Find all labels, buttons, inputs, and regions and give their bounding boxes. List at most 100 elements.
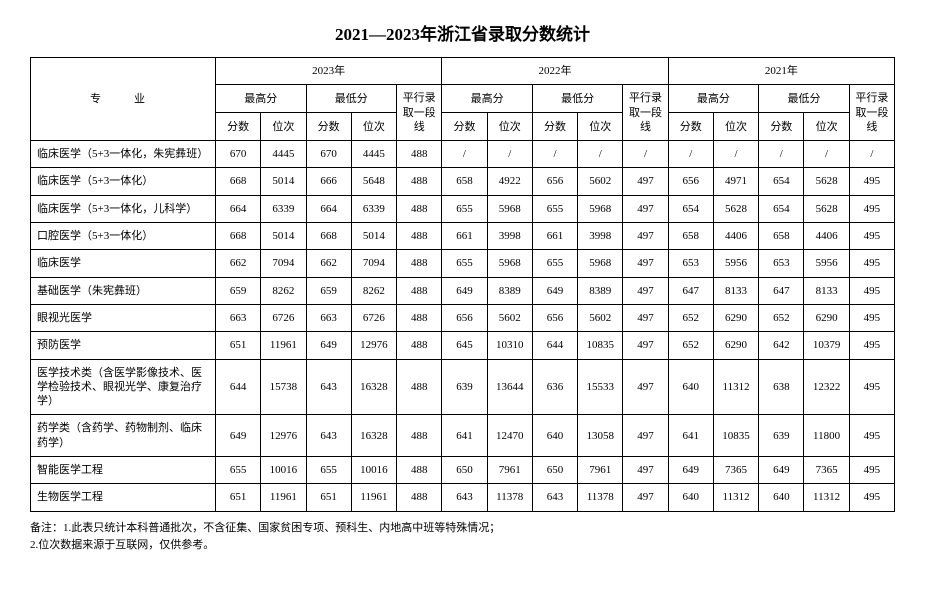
cell-y2023-hs: 651 — [216, 332, 261, 359]
cell-y2023-ls: 663 — [306, 304, 351, 331]
cell-y2023-line: 488 — [397, 168, 442, 195]
cell-y2021-hr: 7365 — [713, 457, 758, 484]
cell-y2023-hr: 11961 — [261, 484, 306, 511]
col-rank: 位次 — [804, 113, 849, 141]
cell-y2021-lr: 12322 — [804, 359, 849, 415]
col-rank: 位次 — [713, 113, 758, 141]
col-year-2022: 2022年 — [442, 58, 668, 85]
cell-y2022-ls: 656 — [532, 304, 577, 331]
cell-y2023-ls: 643 — [306, 415, 351, 457]
col-year-2023: 2023年 — [216, 58, 442, 85]
cell-y2021-hr: 6290 — [713, 332, 758, 359]
cell-y2022-ls: 644 — [532, 332, 577, 359]
cell-y2023-hs: 664 — [216, 195, 261, 222]
cell-y2023-lr: 12976 — [351, 332, 396, 359]
cell-major: 医学技术类（含医学影像技术、医学检验技术、眼视光学、康复治疗学） — [31, 359, 216, 415]
col-highest: 最高分 — [216, 85, 307, 113]
cell-y2021-hs: 649 — [668, 457, 713, 484]
score-table: 专 业 2023年 2022年 2021年 最高分 最低分 平行录取一段线 最高… — [30, 57, 895, 512]
cell-y2023-ls: 666 — [306, 168, 351, 195]
cell-y2022-lr: 5602 — [578, 304, 623, 331]
cell-y2023-hr: 15738 — [261, 359, 306, 415]
page-title: 2021—2023年浙江省录取分数统计 — [30, 20, 895, 45]
cell-y2022-hs: 645 — [442, 332, 487, 359]
cell-y2022-ls: 643 — [532, 484, 577, 511]
cell-y2022-lr: / — [578, 141, 623, 168]
cell-y2021-hs: 653 — [668, 250, 713, 277]
cell-y2023-hr: 12976 — [261, 415, 306, 457]
cell-y2021-ls: 649 — [759, 457, 804, 484]
cell-y2023-hr: 8262 — [261, 277, 306, 304]
cell-y2023-line: 488 — [397, 457, 442, 484]
cell-y2022-hs: / — [442, 141, 487, 168]
cell-y2021-lr: 5628 — [804, 168, 849, 195]
cell-y2023-lr: 4445 — [351, 141, 396, 168]
cell-y2022-line: 497 — [623, 250, 668, 277]
col-highest: 最高分 — [442, 85, 533, 113]
cell-y2021-hs: 652 — [668, 304, 713, 331]
cell-y2022-hs: 649 — [442, 277, 487, 304]
col-major: 专 业 — [31, 58, 216, 141]
cell-major: 临床医学 — [31, 250, 216, 277]
cell-y2021-ls: 647 — [759, 277, 804, 304]
cell-y2021-line: 495 — [849, 359, 894, 415]
cell-y2023-hs: 668 — [216, 223, 261, 250]
col-score: 分数 — [216, 113, 261, 141]
cell-y2022-hs: 661 — [442, 223, 487, 250]
cell-y2021-line: 495 — [849, 223, 894, 250]
cell-y2022-line: 497 — [623, 277, 668, 304]
cell-y2023-line: 488 — [397, 415, 442, 457]
cell-y2021-hr: / — [713, 141, 758, 168]
cell-y2021-ls: 654 — [759, 195, 804, 222]
cell-y2021-ls: 640 — [759, 484, 804, 511]
table-row: 生物医学工程6511196165111961488643113786431137… — [31, 484, 895, 511]
col-rank: 位次 — [578, 113, 623, 141]
cell-y2021-lr: 7365 — [804, 457, 849, 484]
cell-y2022-lr: 15533 — [578, 359, 623, 415]
cell-major: 基础医学（朱宪彝班） — [31, 277, 216, 304]
cell-y2021-line: 495 — [849, 304, 894, 331]
cell-y2022-hs: 650 — [442, 457, 487, 484]
cell-major: 智能医学工程 — [31, 457, 216, 484]
cell-y2023-ls: 659 — [306, 277, 351, 304]
cell-y2023-line: 488 — [397, 195, 442, 222]
cell-y2021-lr: 11312 — [804, 484, 849, 511]
col-year-2021: 2021年 — [668, 58, 894, 85]
cell-y2023-lr: 8262 — [351, 277, 396, 304]
cell-y2023-ls: 662 — [306, 250, 351, 277]
cell-y2022-ls: 655 — [532, 195, 577, 222]
cell-y2022-ls: 656 — [532, 168, 577, 195]
cell-y2021-hs: / — [668, 141, 713, 168]
cell-y2023-ls: 670 — [306, 141, 351, 168]
cell-y2021-hs: 647 — [668, 277, 713, 304]
cell-y2021-hs: 652 — [668, 332, 713, 359]
cell-y2021-lr: 6290 — [804, 304, 849, 331]
cell-y2023-hr: 5014 — [261, 168, 306, 195]
cell-y2022-hr: 5602 — [487, 304, 532, 331]
cell-y2023-line: 488 — [397, 141, 442, 168]
cell-y2022-hs: 655 — [442, 195, 487, 222]
cell-y2023-hr: 11961 — [261, 332, 306, 359]
cell-y2022-line: 497 — [623, 304, 668, 331]
cell-y2021-line: 495 — [849, 332, 894, 359]
cell-major: 药学类（含药学、药物制剂、临床药学） — [31, 415, 216, 457]
cell-y2021-line: 495 — [849, 195, 894, 222]
cell-y2022-hs: 639 — [442, 359, 487, 415]
cell-y2022-hr: 4922 — [487, 168, 532, 195]
cell-y2023-lr: 5648 — [351, 168, 396, 195]
cell-y2022-line: 497 — [623, 332, 668, 359]
cell-y2023-lr: 7094 — [351, 250, 396, 277]
cell-y2021-ls: 654 — [759, 168, 804, 195]
cell-y2021-lr: 11800 — [804, 415, 849, 457]
cell-y2022-line: 497 — [623, 168, 668, 195]
col-rank: 位次 — [261, 113, 306, 141]
cell-y2022-lr: 7961 — [578, 457, 623, 484]
cell-y2021-line: 495 — [849, 457, 894, 484]
col-score: 分数 — [668, 113, 713, 141]
cell-y2021-ls: 639 — [759, 415, 804, 457]
cell-y2023-ls: 664 — [306, 195, 351, 222]
cell-y2023-line: 488 — [397, 359, 442, 415]
cell-y2023-line: 488 — [397, 250, 442, 277]
table-header: 专 业 2023年 2022年 2021年 最高分 最低分 平行录取一段线 最高… — [31, 58, 895, 141]
footnotes: 备注：1.此表只统计本科普通批次，不含征集、国家贫困专项、预科生、内地高中班等特… — [30, 520, 895, 555]
